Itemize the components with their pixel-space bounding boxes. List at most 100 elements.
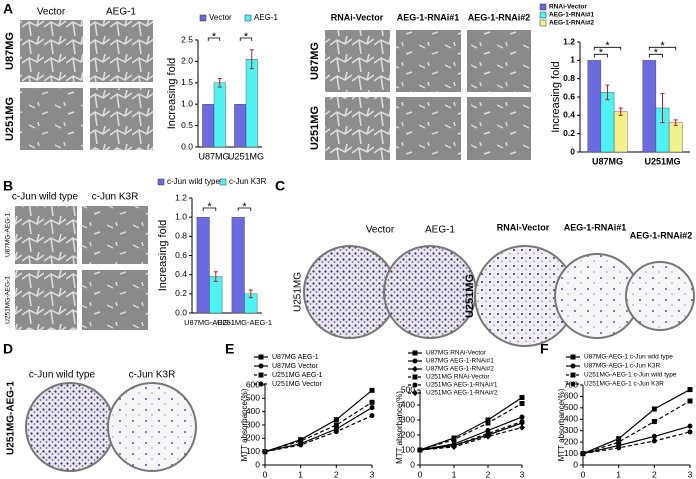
y-tick-label: 1.0 [175, 211, 187, 221]
significance-bracket [648, 46, 677, 51]
bar [209, 276, 223, 314]
legend-label: U251MG-AEG-1 c-Jun wild type [584, 372, 677, 379]
y-axis-label: Increasing fold [166, 58, 178, 130]
label: AEG-1-RNAi#2 [630, 230, 693, 240]
y-tick-label: 400 [564, 414, 578, 424]
bar [202, 103, 215, 148]
legend-marker [412, 374, 418, 380]
image [90, 88, 153, 150]
marker [519, 401, 525, 406]
marker [485, 420, 491, 426]
significance: * [207, 201, 212, 213]
label: AEG-1 [106, 7, 136, 18]
y-tick-label: 2.0 [181, 56, 193, 66]
legend-marker [258, 354, 264, 360]
y-axis-label: Increasing fold [550, 61, 562, 133]
marker [369, 399, 375, 405]
colony-plates [25, 245, 695, 472]
marker [519, 419, 525, 424]
significance: * [605, 40, 610, 52]
bar [245, 59, 258, 148]
plate [25, 382, 115, 472]
legend-marker [258, 381, 264, 387]
y-tick-label: 500 [401, 384, 415, 394]
legend-label: U87MG-AEG-1 c-Jun K3R [584, 363, 661, 370]
x-tick-label: 2 [652, 469, 657, 479]
legend-label: U251MG-AEG-1 c-Jun K3R [584, 381, 664, 388]
image [467, 97, 531, 160]
error-bar [673, 119, 678, 126]
line [582, 400, 691, 455]
y-tick-label: 100 [246, 446, 260, 456]
legend-label: U251MG AEG-1-RNAi#1 [426, 382, 498, 389]
legend-marker [570, 363, 576, 369]
legend-marker [570, 354, 576, 360]
marker [298, 438, 304, 444]
legend-label: c-Jun wild type [167, 177, 220, 186]
marker [687, 387, 693, 393]
label: AEG-1-RNAi#1 [564, 222, 627, 232]
legend-label: U87MG AEG-1-RNAi#1 [426, 358, 494, 365]
y-tick-label: 0 [573, 459, 578, 469]
marker [333, 429, 339, 435]
line [419, 416, 523, 451]
y-tick-label: 1.0 [181, 98, 193, 108]
significance-bracket [202, 207, 217, 211]
bar [231, 216, 245, 314]
marker [651, 438, 657, 444]
marker [333, 422, 339, 428]
image [82, 206, 148, 264]
image [396, 97, 461, 160]
legend-label: U87MG AEG-1 [272, 354, 319, 361]
bar [196, 216, 210, 314]
x-tick-label: 2 [486, 469, 491, 479]
line [582, 389, 691, 455]
error-bar [660, 92, 665, 124]
line [419, 422, 523, 451]
x-tick-label: 3 [688, 469, 693, 479]
plate [625, 261, 695, 331]
legend-marker [258, 363, 264, 369]
line [419, 426, 523, 451]
y-tick-label: 0 [410, 459, 415, 469]
y-tick-label: 400 [246, 406, 260, 416]
marker [651, 406, 657, 412]
label: U87MG-AEG-1 [5, 213, 12, 257]
legend-label: AEG-1-RNAi#2 [549, 20, 595, 27]
significance: * [599, 47, 604, 59]
legend-swatch [244, 14, 252, 22]
y-tick-label: 0.0 [181, 141, 193, 151]
significance-bracket [648, 53, 663, 58]
marker [333, 417, 339, 423]
marker [616, 436, 622, 442]
marker [519, 424, 525, 431]
legend-label: Vector [209, 13, 232, 22]
marker [651, 433, 657, 439]
marker [485, 417, 491, 423]
significance: * [242, 201, 247, 213]
marker [616, 439, 622, 445]
x-tick-label: 1 [616, 469, 621, 479]
marker [451, 444, 457, 450]
legend-marker [412, 390, 418, 396]
label: AEG-1-RNAi#1 [397, 12, 460, 22]
legend-marker [412, 350, 418, 356]
legend-marker [570, 372, 576, 378]
label: Vector [366, 225, 395, 236]
image [15, 206, 77, 264]
y-tick-label: 400 [401, 399, 415, 409]
marker [417, 447, 423, 453]
marker [262, 449, 268, 455]
legend-label: U251MG AEG-1-RNAi#2 [426, 390, 498, 397]
legend-swatch [219, 178, 227, 186]
legend-swatch [539, 11, 547, 19]
bar [600, 92, 615, 153]
y-tick-label: 1 [570, 55, 575, 65]
y-tick-label: 2.5 [181, 34, 193, 44]
y-tick-label: 1.2 [563, 36, 575, 46]
marker [580, 451, 586, 457]
label: U251MG [293, 272, 304, 312]
image [20, 20, 83, 82]
legend-label: c-Jun K3R [229, 177, 267, 186]
label: U251MG-AEG-1 [6, 381, 17, 455]
